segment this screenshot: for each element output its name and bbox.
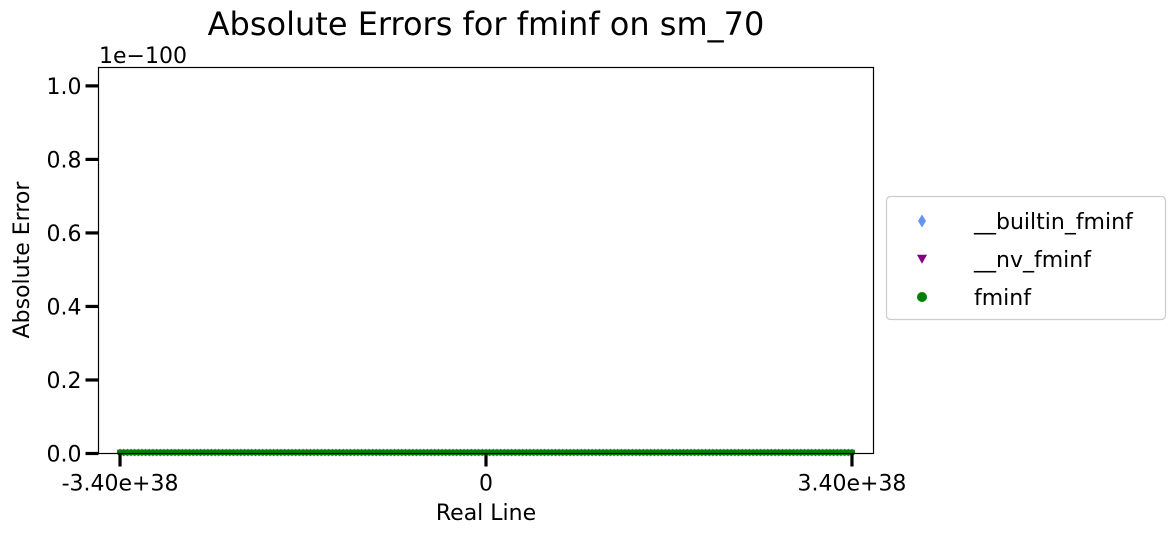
x-axis-label: Real Line xyxy=(436,501,536,526)
y-tick-label: 0.2 xyxy=(47,369,82,394)
x-tick-label: -3.40e+38 xyxy=(62,472,179,497)
legend-frame xyxy=(885,195,1167,321)
y-axis-label: Absolute Error xyxy=(10,181,35,339)
legend-label: __nv_fminf xyxy=(973,248,1092,273)
legend-marker xyxy=(917,254,927,264)
y-tick-label: 0.0 xyxy=(47,443,82,468)
x-tick-label: 3.40e+38 xyxy=(797,472,906,497)
x-axis: -3.40e+38 0 3.40e+38 xyxy=(62,453,906,497)
chart-title: Absolute Errors for fminf on sm_70 xyxy=(208,5,765,43)
y-axis: 0.0 0.2 0.4 0.6 0.8 1.0 xyxy=(47,75,99,468)
legend-label: __builtin_fminf xyxy=(973,210,1134,235)
legend-marker xyxy=(917,292,927,302)
y-tick-label: 0.4 xyxy=(47,295,82,320)
y-tick-label: 0.8 xyxy=(47,148,82,173)
y-scale-label: 1e−100 xyxy=(99,44,187,69)
y-tick-label: 1.0 xyxy=(47,75,82,100)
legend-label: fminf xyxy=(974,286,1032,311)
x-tick-label: 0 xyxy=(479,472,493,497)
legend-marker xyxy=(918,214,926,228)
y-tick-label: 0.6 xyxy=(47,222,82,247)
